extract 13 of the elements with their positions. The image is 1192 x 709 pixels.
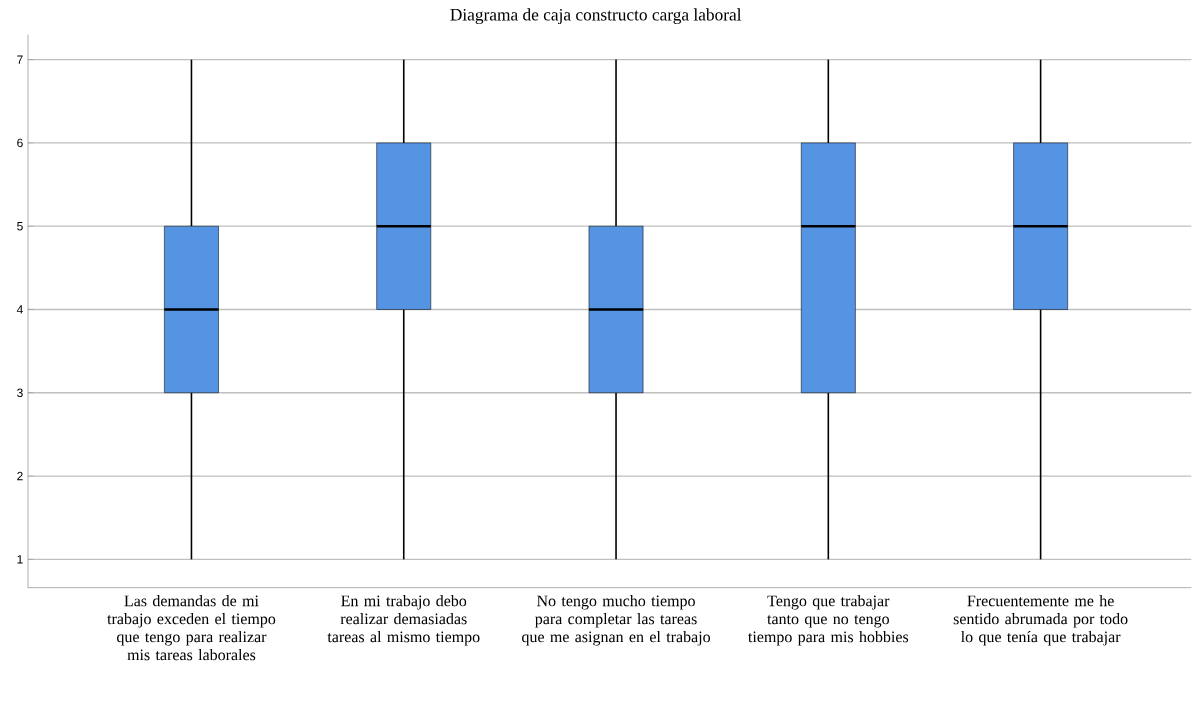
x-tick-label: No tengo mucho tiempo para completar las tareas que me asignan en el trabajo	[522, 595, 711, 646]
y-tick-label: 2	[17, 472, 23, 481]
x-tick-label: Las demandas de mi trabajo exceden el tiempo que tengo para realizar mis tareas laborales	[107, 595, 276, 661]
y-tick-label: 6	[17, 138, 23, 148]
y-tick-label: 1	[17, 555, 23, 564]
y-tick-label: 3	[17, 388, 23, 398]
x-tick-label: Tengo que trabajar tanto que no tengo tiempo para mis hobbies	[748, 595, 909, 646]
x-tick-label: En mi trabajo debo realizar demasiadas tareas al mismo tiempo	[327, 595, 480, 646]
y-tick-label: 7	[17, 55, 23, 64]
y-tick-label: 4	[16, 305, 23, 314]
y-tick-label: 5	[17, 222, 23, 231]
chart-title: Diagrama de caja constructo carga laboral	[450, 8, 742, 25]
x-tick-label: Frecuentemente me he sentido abrumada por todo lo que tenía que trabajar	[953, 595, 1128, 646]
